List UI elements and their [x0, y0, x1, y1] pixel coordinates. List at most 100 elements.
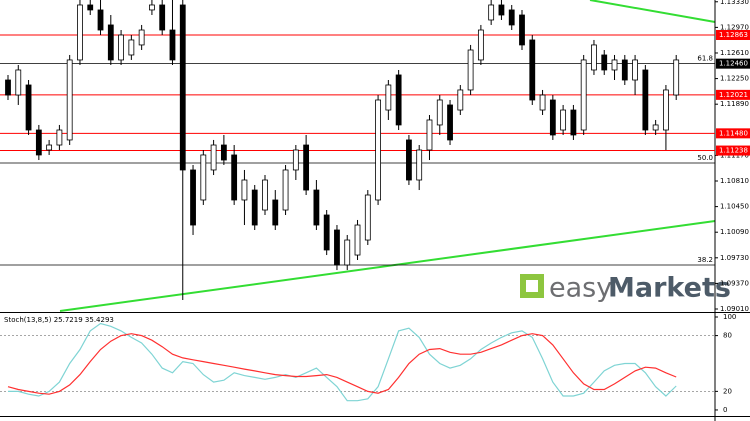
candle-body — [539, 94, 546, 111]
candle-body — [508, 9, 515, 26]
candle-body — [354, 224, 361, 256]
trend-line — [589, 0, 716, 23]
candle-body — [611, 59, 618, 71]
price-box-label: 1.12863 — [719, 31, 748, 39]
candle-body — [406, 139, 412, 181]
candle-body — [488, 4, 495, 21]
price-box-label: 1.12460 — [719, 60, 748, 68]
candle-body — [560, 109, 567, 131]
candle-body — [498, 4, 505, 16]
price-box-label: 1.11480 — [719, 129, 748, 137]
candle-body — [426, 119, 433, 151]
candle-body — [549, 99, 556, 136]
candle-body — [313, 189, 320, 226]
candle-body — [210, 144, 217, 171]
y-tick-label: 1.10090 — [720, 228, 749, 236]
indicator-value: 25.7219 — [54, 316, 83, 324]
price-box — [716, 89, 750, 100]
candle-body — [323, 214, 330, 251]
candle-body — [87, 4, 94, 11]
trend-line — [59, 220, 716, 312]
candle-body — [241, 179, 248, 201]
candle-body — [673, 59, 680, 96]
candle-body — [25, 84, 32, 131]
candle-body — [632, 59, 638, 81]
candle-body — [272, 199, 279, 226]
candle-body — [231, 154, 238, 201]
indicator-line — [7, 333, 677, 395]
y-tick-label: 1.12250 — [720, 75, 749, 83]
y-tick-label: 1.12610 — [720, 49, 749, 57]
watermark-text: Markets — [608, 273, 731, 304]
candle-body — [467, 49, 474, 91]
candle-body — [220, 144, 227, 161]
candle-body — [529, 39, 536, 101]
candle-body — [292, 149, 299, 171]
y-tick-label: 1.12970 — [720, 23, 749, 31]
candle-body — [35, 129, 42, 156]
candle-body — [436, 99, 443, 126]
price-box-label: 1.11238 — [719, 147, 748, 155]
indicator-title: Stoch(13,8,5) — [4, 316, 52, 324]
candle-body — [190, 169, 196, 226]
candle-body — [107, 24, 114, 61]
y-tick-label: 1.10450 — [720, 203, 749, 211]
y-tick-label: 1.09010 — [720, 305, 749, 313]
indicator-line — [8, 322, 677, 402]
fib-label: 61.8 — [697, 55, 713, 63]
candle-body — [159, 4, 166, 31]
candle-body — [5, 79, 11, 96]
price-box-label: 1.12021 — [719, 91, 748, 99]
candle-body — [77, 4, 83, 61]
y-tick-label: 100 — [723, 313, 736, 321]
candle-body — [179, 4, 186, 171]
y-tick-label: 1.10810 — [720, 177, 749, 185]
candle-body — [385, 84, 392, 111]
price-box — [716, 58, 750, 69]
candle-body — [519, 14, 525, 46]
price-box — [716, 145, 750, 156]
candle-body — [375, 99, 381, 201]
candle-body — [416, 149, 423, 181]
candle-body — [663, 89, 669, 131]
candle-body — [56, 129, 63, 146]
candle-body — [591, 44, 597, 71]
candle-body — [303, 144, 310, 191]
watermark-text: easy — [549, 273, 612, 304]
candle-body — [118, 34, 124, 61]
candle-body — [282, 169, 289, 211]
price-box — [716, 128, 750, 139]
fib-label: 38.2 — [697, 256, 713, 264]
candle-body — [66, 59, 73, 141]
candle-body — [138, 29, 145, 46]
candle-body — [334, 229, 340, 266]
candle-body — [364, 194, 371, 241]
indicator-value: 35.4293 — [85, 316, 114, 324]
watermark: easy Markets — [520, 273, 731, 304]
y-tick-label: 1.13330 — [720, 0, 749, 6]
y-tick-label: 0 — [723, 406, 727, 414]
candle-body — [15, 69, 22, 96]
y-tick-label: 1.11890 — [720, 100, 749, 108]
candle-body — [200, 154, 207, 201]
candle-body — [128, 39, 135, 56]
candle-body — [46, 144, 53, 151]
candle-body — [570, 109, 577, 136]
candle-body — [580, 59, 587, 131]
y-tick-label: 20 — [723, 387, 732, 395]
candle-body — [457, 89, 464, 111]
candle-body — [601, 54, 608, 71]
y-tick-label: 1.09370 — [720, 279, 749, 287]
candle-body — [395, 74, 402, 126]
candle-body — [621, 59, 628, 81]
candle-body — [149, 4, 155, 11]
candle-body — [251, 189, 258, 226]
candle-body — [169, 29, 176, 61]
candle-body — [97, 9, 104, 31]
y-tick-label: 80 — [723, 332, 732, 340]
indicator-label: Stoch(13,8,5) 25.7219 35.4293 — [4, 316, 114, 324]
candle-body — [262, 179, 268, 211]
candle-body — [642, 69, 649, 131]
candle-body — [477, 29, 484, 61]
